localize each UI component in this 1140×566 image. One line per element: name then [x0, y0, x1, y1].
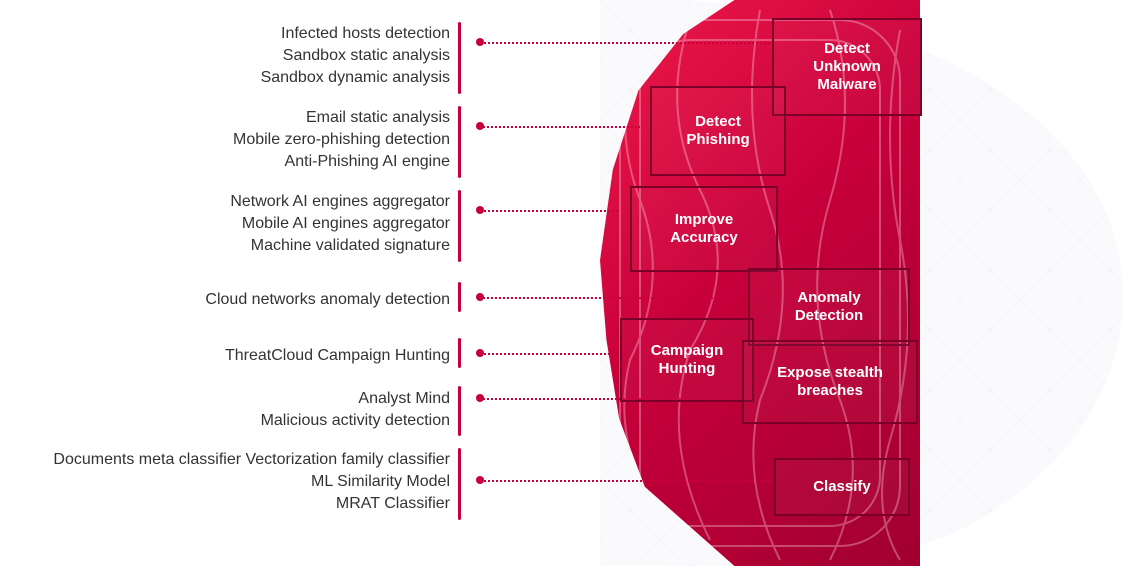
group-bar [458, 448, 461, 520]
brain-cell-label: Improve Accuracy [670, 211, 738, 247]
list-item: ThreatCloud Campaign Hunting [225, 345, 450, 367]
brain-cell-label: Classify [813, 478, 871, 496]
list-item: Malicious activity detection [261, 410, 450, 432]
connector-line [480, 353, 626, 355]
brain-cell-label: Campaign Hunting [651, 342, 724, 378]
list-item: Anti-Phishing AI engine [233, 151, 450, 173]
brain-cell-label: Detect Phishing [686, 113, 749, 149]
list-item: Sandbox dynamic analysis [261, 67, 450, 89]
list-item: Cloud networks anomaly detection [205, 289, 450, 311]
list-group: Infected hosts detectionSandbox static a… [261, 23, 450, 89]
group-bar [458, 338, 461, 368]
connector-line [480, 480, 770, 482]
brain-cell-c-improve-accuracy: Improve Accuracy [630, 186, 778, 272]
group-bar [458, 386, 461, 436]
list-group: Email static analysisMobile zero-phishin… [233, 107, 450, 173]
list-item: Sandbox static analysis [261, 45, 450, 67]
list-group: Network AI engines aggregatorMobile AI e… [230, 191, 450, 257]
diagram-stage: Infected hosts detectionSandbox static a… [0, 0, 1140, 566]
brain-cell-c-anomaly: Anomaly Detection [748, 268, 910, 346]
connector-line [480, 210, 618, 212]
group-bar [458, 106, 461, 178]
brain-cell-c-detect-phishing: Detect Phishing [650, 86, 786, 176]
list-group: Cloud networks anomaly detection [205, 289, 450, 311]
list-item: Network AI engines aggregator [230, 191, 450, 213]
list-item: Infected hosts detection [261, 23, 450, 45]
list-item: Machine validated signature [230, 235, 450, 257]
list-group: ThreatCloud Campaign Hunting [225, 345, 450, 367]
list-item: MRAT Classifier [53, 493, 450, 515]
list-item: Mobile AI engines aggregator [230, 213, 450, 235]
group-bar [458, 282, 461, 312]
brain-cell-label: Anomaly Detection [795, 289, 863, 325]
connector-line [480, 42, 770, 44]
list-item: Analyst Mind [261, 388, 450, 410]
list-item: Documents meta classifier Vectorization … [53, 449, 450, 471]
connector-line [480, 126, 640, 128]
list-item: Mobile zero-phishing detection [233, 129, 450, 151]
list-group: Documents meta classifier Vectorization … [53, 449, 450, 515]
brain-cell-c-detect-unknown: Detect Unknown Malware [772, 18, 922, 116]
brain-cell-label: Detect Unknown Malware [813, 40, 881, 94]
connector-line [480, 297, 740, 299]
group-bar [458, 22, 461, 94]
list-item: ML Similarity Model [53, 471, 450, 493]
brain-cell-c-expose: Expose stealth breaches [742, 340, 918, 424]
brain-cell-c-campaign: Campaign Hunting [620, 318, 754, 402]
group-bar [458, 190, 461, 262]
list-item: Email static analysis [233, 107, 450, 129]
list-group: Analyst MindMalicious activity detection [261, 388, 450, 432]
brain-cell-c-classify: Classify [774, 458, 910, 516]
brain-cell-label: Expose stealth breaches [777, 364, 883, 400]
